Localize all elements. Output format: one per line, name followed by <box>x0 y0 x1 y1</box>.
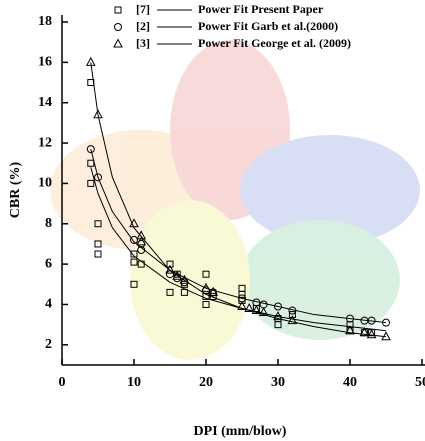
point <box>129 218 139 228</box>
point <box>166 288 174 296</box>
watermark-shape <box>50 130 230 250</box>
x-tick-label: 40 <box>343 375 357 390</box>
y-tick-label: 12 <box>38 135 52 150</box>
legend-label: [3] <box>136 36 150 50</box>
point <box>208 286 219 296</box>
point <box>382 318 390 327</box>
watermark-shape <box>240 135 420 245</box>
point <box>172 270 183 280</box>
point <box>288 311 296 319</box>
point <box>251 304 262 315</box>
point <box>202 300 210 308</box>
x-tick-label: 50 <box>415 375 425 390</box>
point <box>166 260 174 268</box>
legend-label: Power Fit George et al. (2009) <box>198 36 351 50</box>
point <box>86 145 95 154</box>
y-tick-label: 6 <box>45 256 52 271</box>
legend-marker <box>114 6 122 14</box>
y-tick-label: 2 <box>45 337 52 352</box>
legend-label: [2] <box>136 19 150 33</box>
point <box>209 292 217 300</box>
y-axis-title: CBR (%) <box>8 161 23 218</box>
point <box>274 302 282 311</box>
point <box>180 288 188 296</box>
point <box>288 306 297 315</box>
x-tick-label: 10 <box>127 375 141 390</box>
fit-line <box>90 62 387 338</box>
y-tick-label: 4 <box>45 297 52 312</box>
point <box>85 56 96 66</box>
point <box>130 280 138 288</box>
y-tick-label: 16 <box>38 55 52 70</box>
watermark <box>50 40 420 360</box>
fit-line <box>90 148 387 324</box>
point <box>93 109 103 119</box>
point <box>273 311 283 321</box>
point <box>237 300 247 310</box>
legend-label: Power Fit Present Paper <box>198 2 324 16</box>
point <box>346 314 354 323</box>
point <box>201 282 211 292</box>
legend-label: [7] <box>136 2 150 16</box>
point <box>359 327 370 337</box>
legend-label: Power Fit Garb et al.(2000) <box>198 19 338 33</box>
point <box>94 220 102 228</box>
fit-line <box>90 167 387 332</box>
point <box>94 250 102 258</box>
point <box>179 274 190 284</box>
point <box>287 315 298 325</box>
point <box>87 159 95 167</box>
y-tick-label: 18 <box>38 14 52 29</box>
point <box>166 270 174 279</box>
y-tick-label: 14 <box>38 95 52 110</box>
point <box>367 316 376 325</box>
point <box>137 260 145 268</box>
point <box>366 329 377 339</box>
point <box>381 331 391 341</box>
point <box>137 245 146 254</box>
point <box>136 230 147 240</box>
point <box>87 179 95 187</box>
point <box>202 270 210 278</box>
point <box>130 258 138 266</box>
watermark-shape <box>170 40 290 220</box>
y-tick-label: 8 <box>45 216 52 231</box>
point <box>130 235 138 244</box>
point <box>165 264 175 274</box>
x-tick-label: 0 <box>59 375 66 390</box>
point <box>244 302 255 313</box>
point <box>94 240 102 248</box>
point <box>94 173 102 182</box>
point <box>258 306 269 317</box>
point <box>136 236 147 246</box>
watermark-shape <box>240 220 400 340</box>
x-tick-label: 30 <box>271 375 285 390</box>
x-tick-label: 20 <box>199 375 213 390</box>
y-tick-label: 10 <box>38 176 52 191</box>
point <box>345 325 355 335</box>
point <box>130 250 138 258</box>
x-axis-title: DPI (mm/blow) <box>194 424 287 439</box>
legend-marker <box>114 23 122 31</box>
legend-marker <box>113 38 123 48</box>
point <box>87 79 95 87</box>
